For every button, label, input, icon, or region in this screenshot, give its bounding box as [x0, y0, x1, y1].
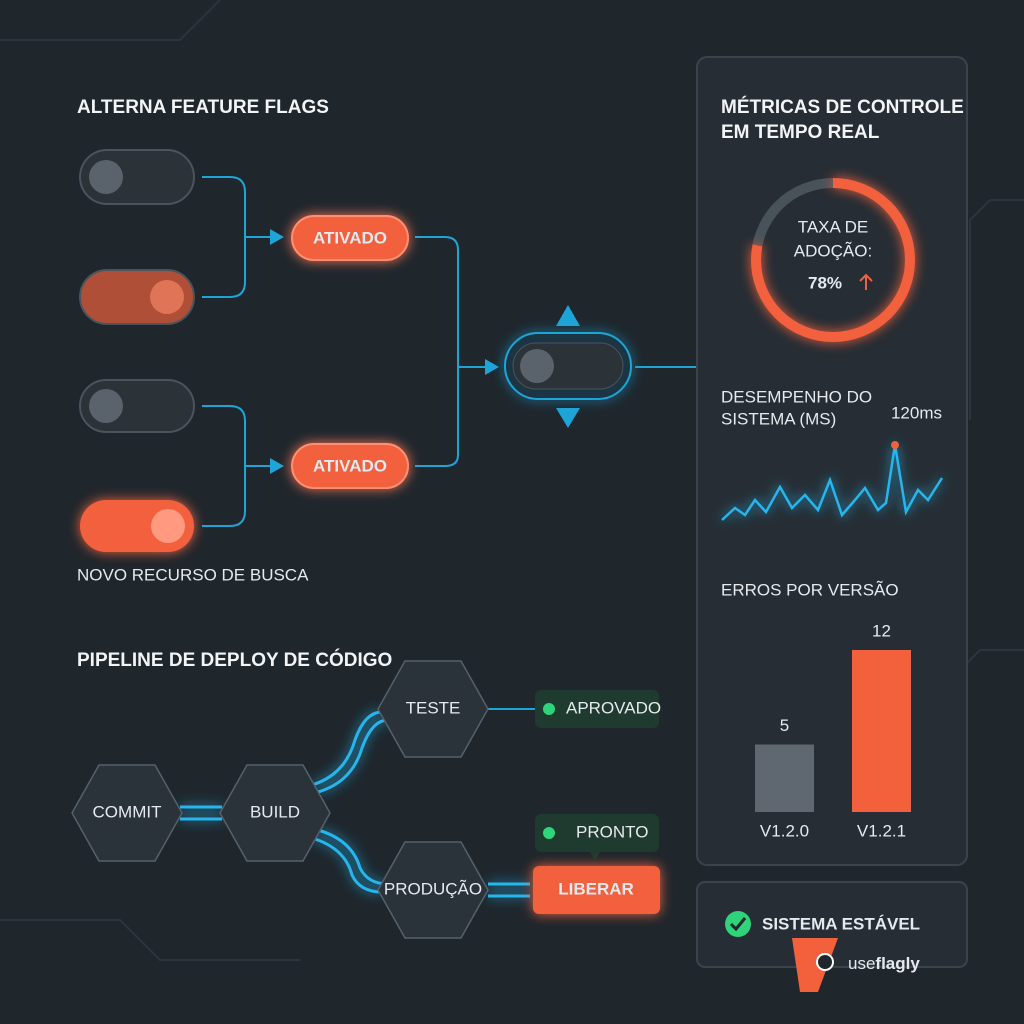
brand: useflagly: [848, 954, 920, 973]
panel-title: EM TEMPO REAL: [721, 122, 880, 143]
badge: [291, 215, 409, 261]
circuit-decoration: [0, 0, 1024, 961]
status-text: SISTEMA ESTÁVEL: [762, 914, 920, 933]
pipeline-node: [377, 660, 489, 758]
toggle[interactable]: [79, 269, 195, 325]
badge-label: ATIVADO: [313, 456, 387, 475]
master-toggle[interactable]: [504, 305, 632, 428]
metric-value: 120ms: [891, 403, 942, 422]
bar-value: 5: [780, 716, 789, 735]
bar-category: V1.2.0: [760, 821, 809, 840]
pipeline-links: [180, 710, 530, 898]
node-label: COMMIT: [93, 802, 162, 821]
check-icon: [725, 911, 751, 937]
gauge-value: 78%: [808, 273, 842, 292]
chart-title: ERROS POR VERSÃO: [721, 580, 899, 599]
release-button[interactable]: [533, 866, 660, 914]
gauge-arc: [751, 178, 915, 342]
section-title: ALTERNA FEATURE FLAGS: [77, 97, 329, 118]
toggle[interactable]: [79, 149, 195, 205]
peak-dot: [891, 441, 899, 449]
caption: NOVO RECURSO DE BUSCA: [77, 565, 309, 584]
metric-label: DESEMPENHO DO: [721, 387, 872, 406]
brand-name: flagly: [875, 954, 920, 973]
pipeline-node: [377, 841, 489, 939]
status-label: APROVADO: [566, 698, 661, 717]
sparkline: [721, 444, 944, 521]
bar: [755, 744, 814, 812]
gauge-label: TAXA DE: [798, 217, 869, 236]
toggle[interactable]: [80, 500, 194, 552]
button-label: LIBERAR: [558, 879, 634, 898]
status-label: PRONTO: [576, 822, 648, 841]
brand-prefix: use: [848, 954, 875, 973]
trend-arrow: [859, 273, 873, 290]
gauge-label: ADOÇÃO:: [794, 241, 872, 260]
metric-label: SISTEMA (MS): [721, 409, 836, 428]
status-chip: [535, 690, 659, 728]
bar: [852, 650, 911, 812]
panel-title: MÉTRICAS DE CONTROLE: [721, 96, 964, 118]
bar-category: V1.2.1: [857, 821, 906, 840]
bar-value: 12: [872, 621, 891, 640]
node-label: TESTE: [406, 698, 461, 717]
node-label: BUILD: [250, 802, 300, 821]
node-label: PRODUÇÃO: [384, 879, 482, 898]
badge: [291, 443, 409, 489]
pipeline-node: [71, 764, 183, 862]
section-title: PIPELINE DE DEPLOY DE CÓDIGO: [77, 649, 392, 671]
brand-logo: [792, 938, 838, 992]
toggle[interactable]: [79, 379, 195, 433]
pipeline-node: [219, 764, 331, 862]
connectors: [202, 176, 697, 527]
status-chip: [535, 814, 659, 852]
badge-label: ATIVADO: [313, 228, 387, 247]
